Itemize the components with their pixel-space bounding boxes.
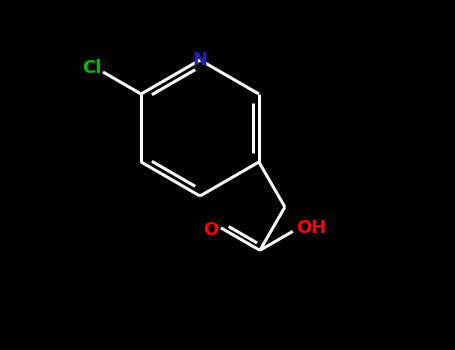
Text: OH: OH [296,219,326,237]
Text: N: N [192,51,207,69]
Text: Cl: Cl [82,59,102,77]
Text: O: O [203,221,218,239]
